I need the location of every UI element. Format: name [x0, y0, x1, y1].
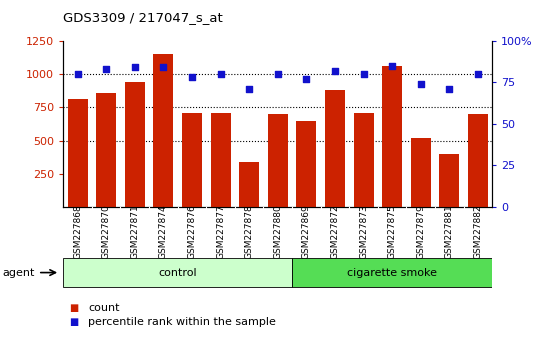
FancyBboxPatch shape	[63, 258, 292, 287]
Point	[445, 86, 454, 92]
Text: GSM227873: GSM227873	[359, 205, 368, 259]
Bar	[239, 162, 259, 207]
Text: GSM227879: GSM227879	[416, 205, 425, 259]
Bar	[153, 54, 173, 207]
Bar	[468, 114, 488, 207]
Text: GSM227870: GSM227870	[102, 205, 111, 259]
Text: GSM227878: GSM227878	[245, 205, 254, 259]
Text: agent: agent	[3, 268, 35, 278]
Point	[245, 86, 254, 92]
Point	[474, 71, 482, 77]
Text: GSM227880: GSM227880	[273, 205, 282, 259]
Text: GSM227869: GSM227869	[302, 205, 311, 259]
Point	[331, 68, 339, 74]
Text: percentile rank within the sample: percentile rank within the sample	[88, 317, 276, 327]
Text: cigarette smoke: cigarette smoke	[347, 268, 437, 278]
Bar	[354, 113, 373, 207]
Point	[302, 76, 311, 82]
Bar	[125, 82, 145, 207]
Bar	[382, 66, 402, 207]
Point	[216, 71, 225, 77]
Bar	[325, 90, 345, 207]
Point	[359, 71, 368, 77]
Bar	[68, 99, 87, 207]
Text: control: control	[158, 268, 197, 278]
Text: count: count	[88, 303, 119, 313]
Text: GSM227868: GSM227868	[73, 205, 82, 259]
Text: GDS3309 / 217047_s_at: GDS3309 / 217047_s_at	[63, 11, 223, 24]
Point	[388, 63, 397, 69]
Point	[416, 81, 425, 87]
Bar	[211, 113, 230, 207]
Text: GSM227874: GSM227874	[159, 205, 168, 259]
Bar	[182, 113, 202, 207]
Text: GSM227881: GSM227881	[445, 205, 454, 259]
FancyBboxPatch shape	[292, 258, 492, 287]
Bar	[296, 121, 316, 207]
Text: GSM227875: GSM227875	[388, 205, 397, 259]
Point	[273, 71, 282, 77]
Bar	[411, 138, 431, 207]
Text: ■: ■	[69, 303, 78, 313]
Bar	[268, 114, 288, 207]
Point	[130, 64, 139, 70]
Bar	[439, 154, 459, 207]
Point	[102, 66, 111, 72]
Text: GSM227872: GSM227872	[331, 205, 339, 259]
Point	[159, 64, 168, 70]
Point	[73, 71, 82, 77]
Bar	[96, 93, 116, 207]
Point	[188, 74, 196, 80]
Text: GSM227876: GSM227876	[188, 205, 196, 259]
Text: ■: ■	[69, 317, 78, 327]
Text: GSM227877: GSM227877	[216, 205, 225, 259]
Text: GSM227882: GSM227882	[474, 205, 482, 259]
Text: GSM227871: GSM227871	[130, 205, 139, 259]
